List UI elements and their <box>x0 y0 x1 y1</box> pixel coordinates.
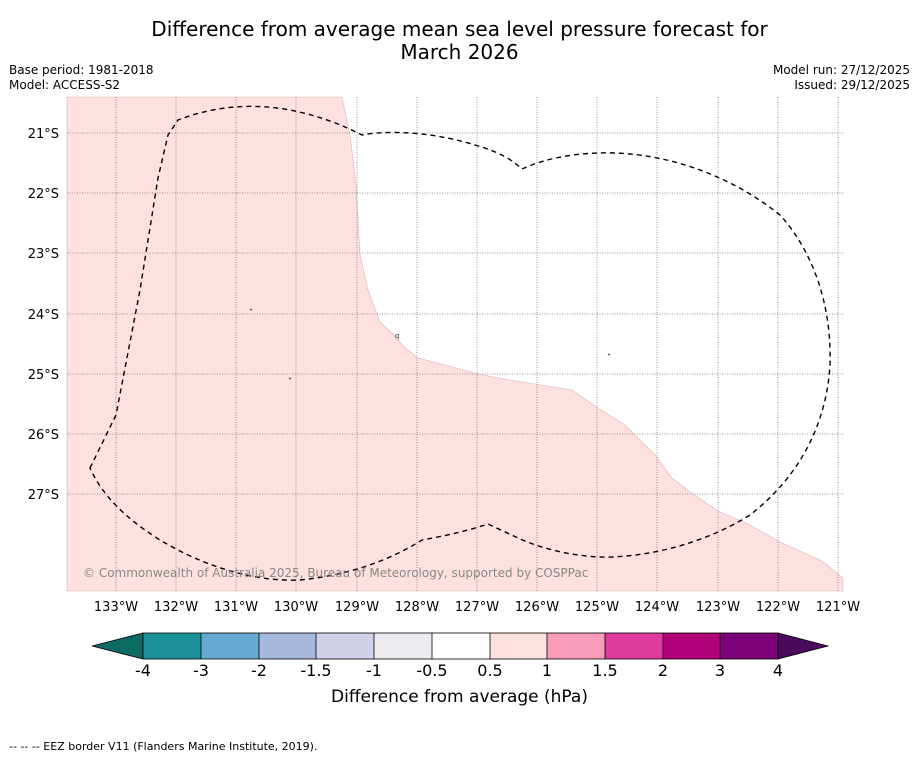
colorbar-segment <box>490 633 547 659</box>
colorbar-tick: -1 <box>366 661 382 680</box>
island-mark <box>249 308 253 311</box>
colorbar-tick: 4 <box>773 661 783 680</box>
lon-label: 123°W <box>696 600 740 615</box>
colorbar-min-arrow <box>91 632 144 660</box>
island-label: q <box>395 332 399 340</box>
colorbar-segment <box>316 633 374 659</box>
copyright-text: © Commonwealth of Australia 2025, Bureau… <box>83 566 588 580</box>
eez-border <box>89 105 831 581</box>
lat-label: 25°S <box>28 368 59 383</box>
colorbar-tick: 1.5 <box>592 661 617 680</box>
colorbar <box>91 632 830 660</box>
colorbar-segment <box>259 633 316 659</box>
eez-footnote: -- -- -- EEZ border V11 (Flanders Marine… <box>9 740 318 753</box>
model-run: Model run: 27/12/2025 <box>772 63 910 77</box>
base-period: Base period: 1981-2018 <box>9 63 154 77</box>
lat-label: 22°S <box>28 187 59 202</box>
colorbar-segment <box>432 633 490 659</box>
lon-label: 130°W <box>274 600 318 615</box>
anomaly-region <box>66 96 844 592</box>
colorbar-tick: -4 <box>135 661 151 680</box>
lon-label: 126°W <box>515 600 559 615</box>
colorbar-tick: -0.5 <box>416 661 447 680</box>
colorbar-max-arrow <box>777 632 830 660</box>
colorbar-segment <box>374 633 432 659</box>
lon-label: 129°W <box>335 600 379 615</box>
issued-date: Issued: 29/12/2025 <box>794 78 910 92</box>
lon-label: 133°W <box>94 600 138 615</box>
colorbar-tick: 0.5 <box>477 661 502 680</box>
model-name: Model: ACCESS-S2 <box>9 78 121 92</box>
colorbar-tick: -2 <box>251 661 267 680</box>
colorbar-label: Difference from average (hPa) <box>331 687 588 707</box>
lon-label: 121°W <box>816 600 860 615</box>
title-line-1: Difference from average mean sea level p… <box>151 17 768 41</box>
colorbar-segment <box>547 633 605 659</box>
colorbar-tick: 3 <box>715 661 725 680</box>
colorbar-segment <box>663 633 720 659</box>
colorbar-segment <box>143 633 201 659</box>
lon-label: 124°W <box>635 600 679 615</box>
lat-label: 21°S <box>28 127 59 142</box>
lon-label: 128°W <box>395 600 439 615</box>
title-line-2: March 2026 <box>400 40 519 64</box>
lon-label: 122°W <box>756 600 800 615</box>
colorbar-tick: 2 <box>658 661 668 680</box>
colorbar-segment <box>605 633 663 659</box>
colorbar-outline <box>142 632 779 660</box>
island-mark <box>607 353 611 356</box>
island-mark <box>288 377 292 380</box>
colorbar-ticks: -4 -3 -2 -1.5 -1 -0.5 0.5 1 1.5 2 3 4 <box>135 661 783 680</box>
lon-axis: 133°W 132°W 131°W 130°W 129°W 128°W 127°… <box>94 600 860 615</box>
colorbar-segment <box>720 633 778 659</box>
colorbar-tick: 1 <box>542 661 552 680</box>
gridlines <box>67 97 843 591</box>
lat-label: 24°S <box>28 308 59 323</box>
colorbar-segment <box>201 633 259 659</box>
colorbar-tick: -3 <box>193 661 209 680</box>
lon-label: 125°W <box>575 600 619 615</box>
lon-label: 131°W <box>214 600 258 615</box>
lat-label: 26°S <box>28 428 59 443</box>
lon-label: 132°W <box>154 600 198 615</box>
map-title: Difference from average mean sea level p… <box>0 18 919 64</box>
meta-left: Base period: 1981-2018 Model: ACCESS-S2 <box>9 63 154 93</box>
colorbar-tick: -1.5 <box>300 661 331 680</box>
meta-right: Model run: 27/12/2025 Issued: 29/12/2025 <box>773 63 910 93</box>
lon-label: 127°W <box>455 600 499 615</box>
lat-label: 23°S <box>28 247 59 262</box>
lat-axis: 21°S 22°S 23°S 24°S 25°S 26°S 27°S <box>28 127 59 503</box>
lat-label: 27°S <box>28 488 59 503</box>
